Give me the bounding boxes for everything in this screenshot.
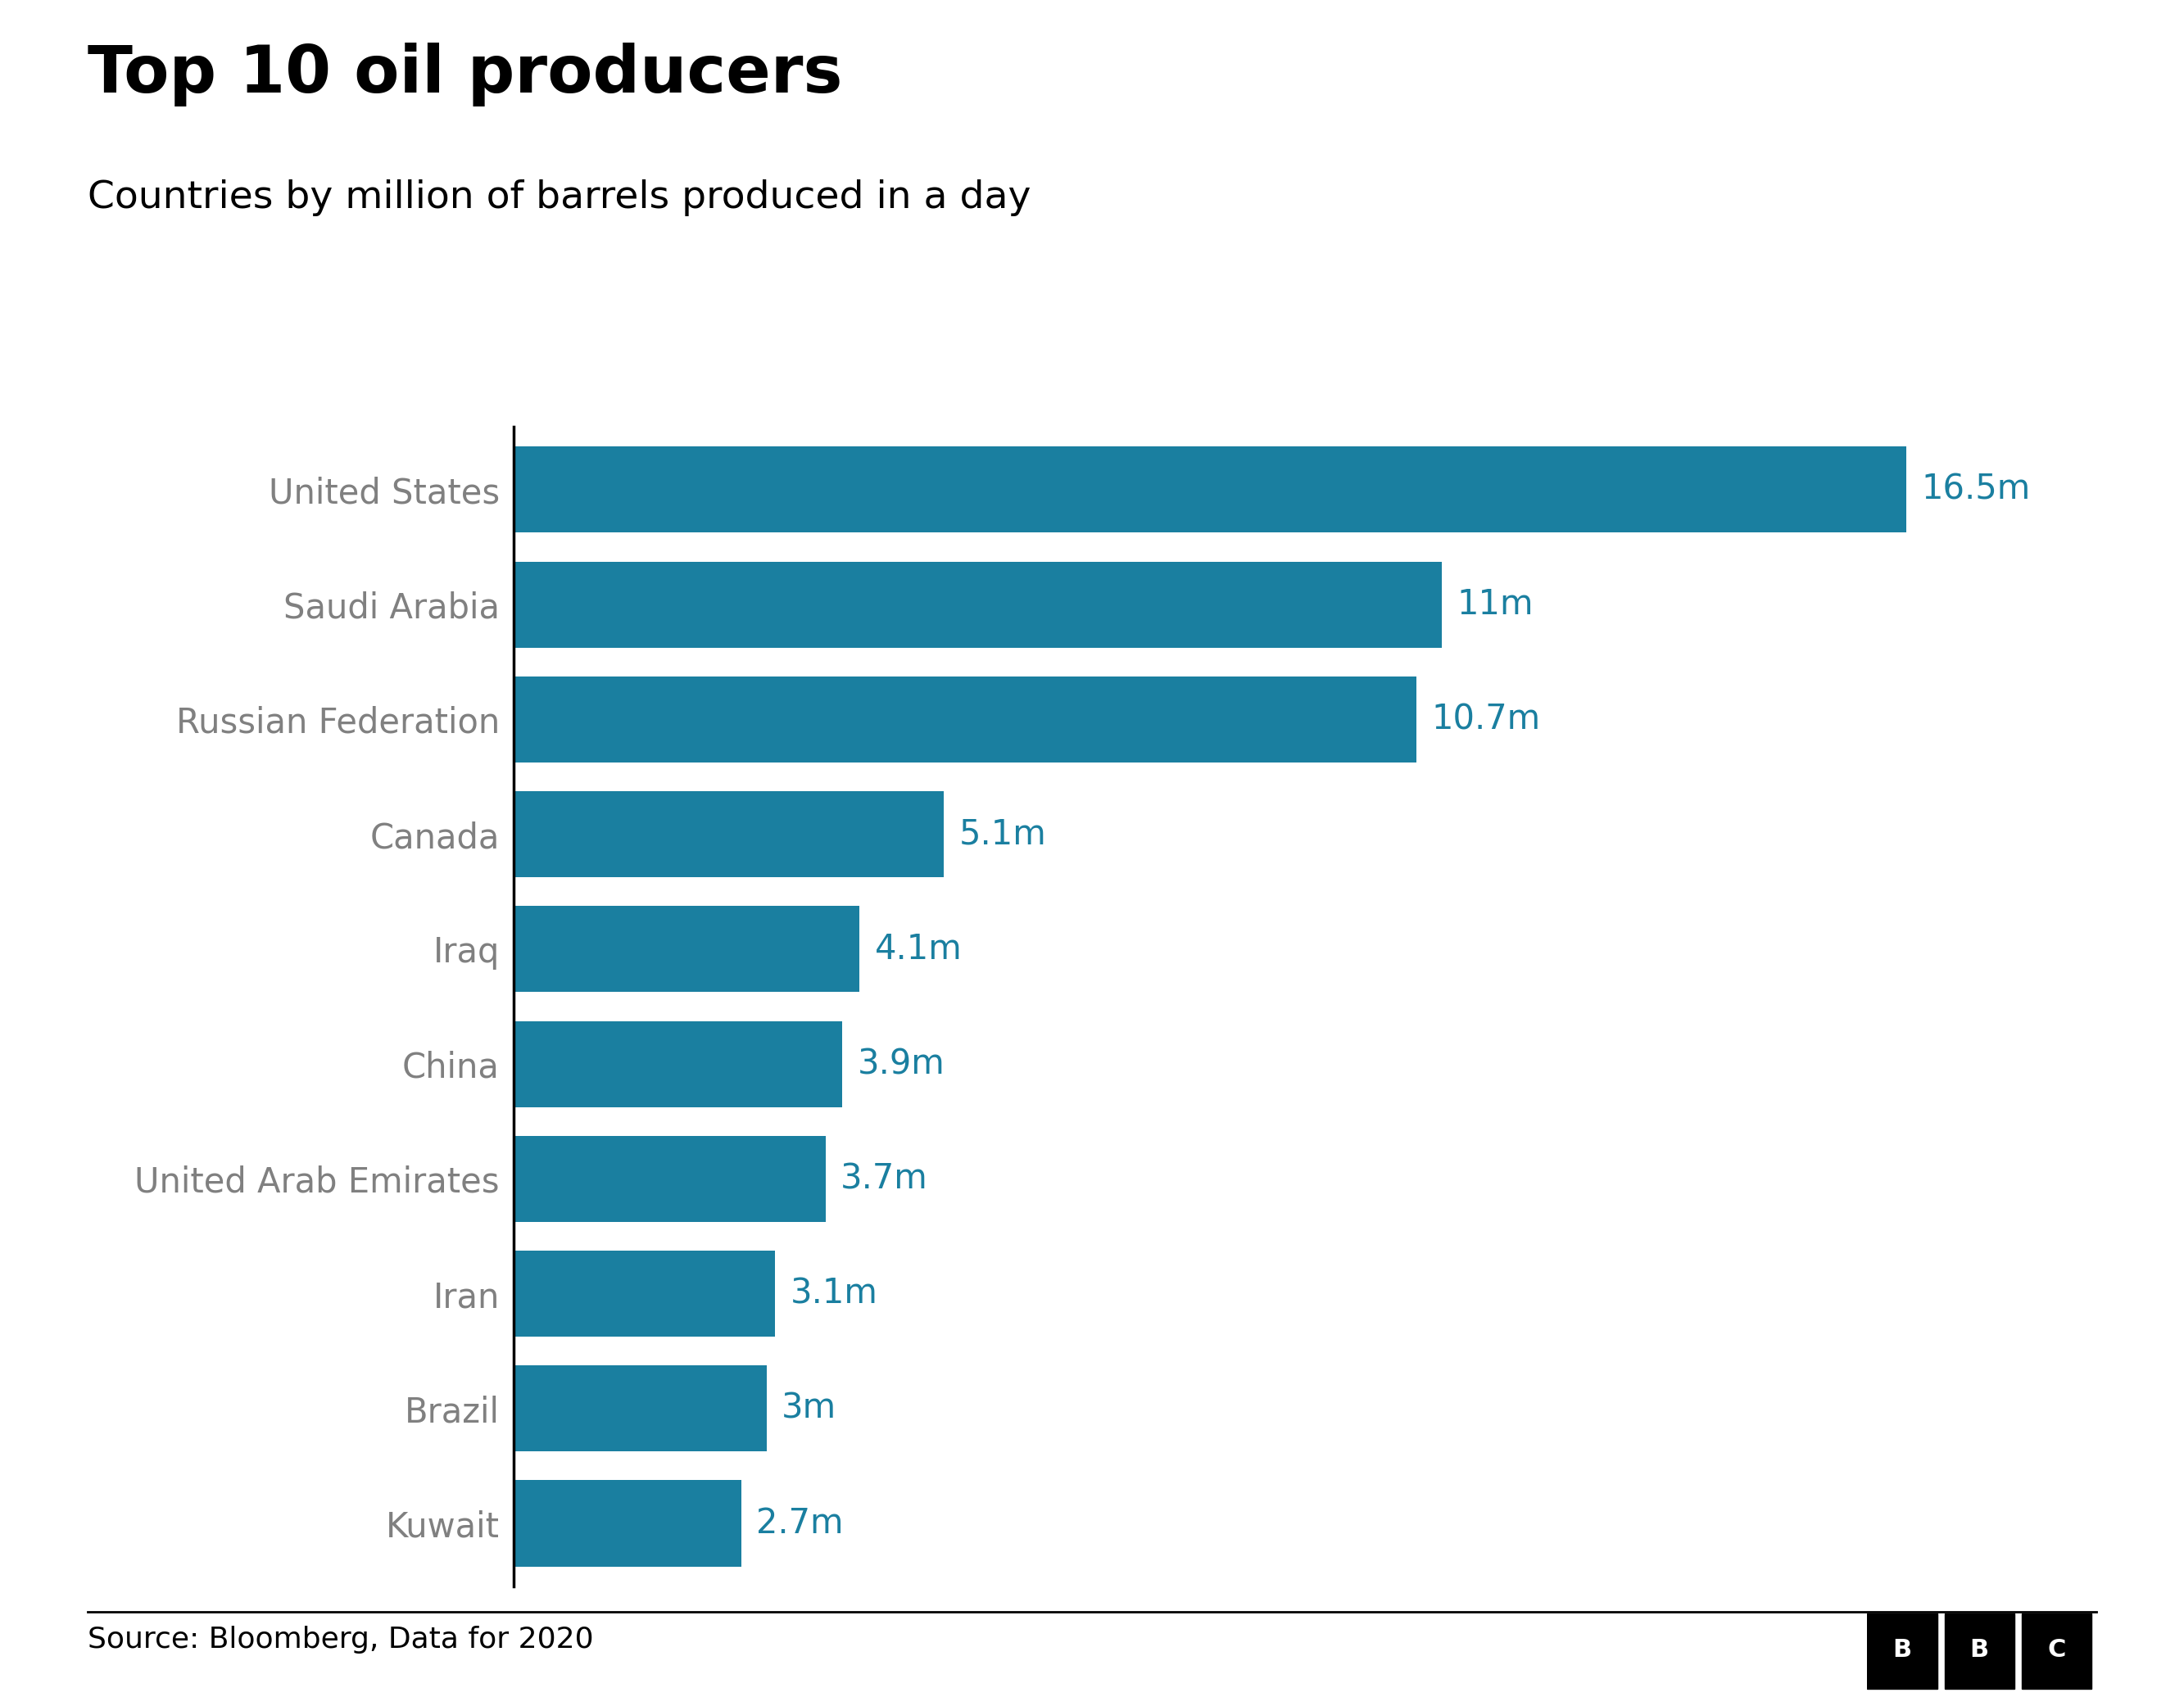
Bar [513,676,1417,763]
Text: 4.1m: 4.1m [874,931,961,966]
Text: Source: Bloomberg, Data for 2020: Source: Bloomberg, Data for 2020 [87,1626,594,1653]
FancyBboxPatch shape [1944,1614,2014,1689]
Text: C: C [2046,1638,2066,1662]
Text: Top 10 oil producers: Top 10 oil producers [87,43,843,106]
Text: 11m: 11m [1457,587,1533,621]
Bar [513,447,1907,532]
Text: 5.1m: 5.1m [959,817,1046,851]
Bar [513,906,858,993]
Bar [513,1250,775,1338]
Bar [513,1365,767,1452]
Text: 2.7m: 2.7m [756,1506,843,1541]
Text: 3.9m: 3.9m [858,1047,946,1082]
Text: 3.7m: 3.7m [841,1162,928,1196]
FancyBboxPatch shape [1867,1614,1937,1689]
Bar [513,561,1441,648]
Text: Countries by million of barrels produced in a day: Countries by million of barrels produced… [87,179,1031,217]
Bar [513,1136,826,1221]
Text: B: B [1894,1638,1911,1662]
Bar [513,1020,843,1107]
Text: 3.1m: 3.1m [791,1276,878,1310]
Text: 3m: 3m [782,1392,836,1426]
Text: B: B [1970,1638,1990,1662]
Bar [513,792,943,877]
FancyBboxPatch shape [2022,1614,2092,1689]
Text: 10.7m: 10.7m [1431,703,1540,737]
Bar [513,1481,740,1566]
Text: 16.5m: 16.5m [1922,473,2031,507]
